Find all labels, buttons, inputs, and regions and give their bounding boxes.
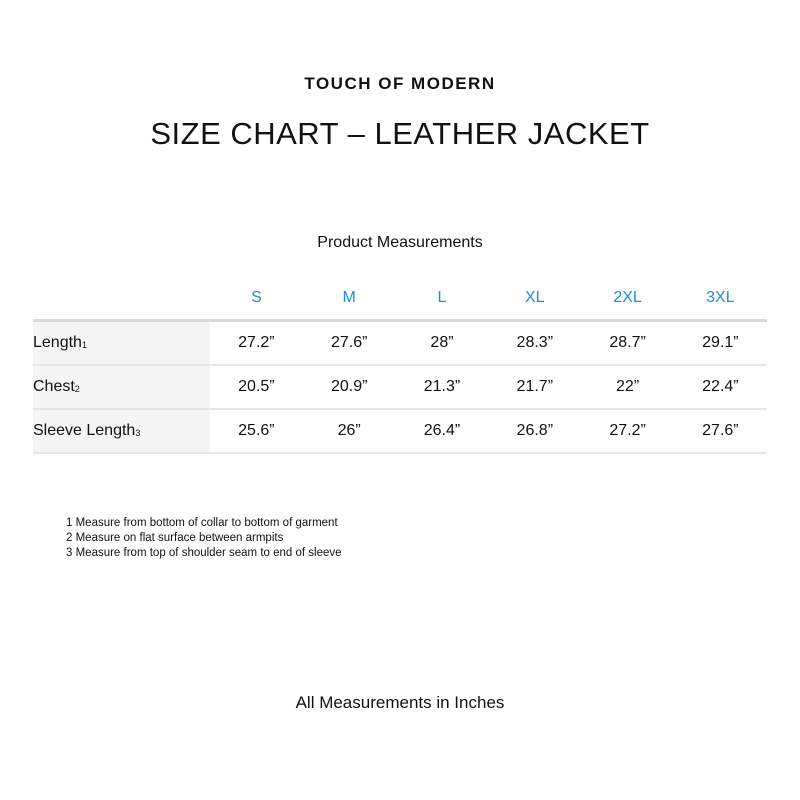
row-label: Sleeve Length 3 — [33, 410, 210, 452]
table-row: Length 1 27.2” 27.6” 28” 28.3” 28.7” 29.1… — [33, 322, 767, 366]
footnote-marker: 1 — [81, 340, 87, 350]
table-row: Chest 2 20.5” 20.9” 21.3” 21.7” 22” 22.4” — [33, 366, 767, 410]
footnotes: 1 Measure from bottom of collar to botto… — [66, 516, 342, 561]
table-cell: 26.4” — [423, 422, 461, 439]
table-cell: 27.2” — [609, 422, 646, 439]
footnote-marker: 3 — [135, 428, 141, 438]
table-cell: 28.7” — [609, 334, 646, 351]
size-header: 3XL — [706, 288, 735, 306]
table-cell: 22.4” — [702, 378, 739, 395]
size-header: L — [437, 288, 447, 306]
table-cell: 21.3” — [423, 378, 461, 395]
header-label-spacer — [33, 276, 210, 319]
footnote: 2 Measure on flat surface between armpit… — [66, 532, 284, 544]
table-cell: 27.6” — [330, 334, 368, 351]
row-label-text: Length — [33, 334, 82, 351]
row-label-text: Sleeve Length — [33, 422, 136, 439]
row-label: Chest 2 — [33, 366, 210, 408]
footnote-marker: 2 — [74, 384, 80, 394]
size-header: M — [342, 288, 356, 306]
table-cell: 20.5” — [238, 378, 275, 395]
table-cell: 28” — [430, 334, 454, 351]
table-row: Sleeve Length 3 25.6” 26” 26.4” 26.8” 27.… — [33, 410, 767, 454]
table-cell: 28.3” — [516, 334, 554, 351]
row-label: Length 1 — [33, 322, 210, 364]
table-cell: 26” — [337, 422, 361, 439]
table-cell: 27.6” — [702, 422, 739, 439]
table-cell: 29.1” — [702, 334, 739, 351]
size-header-row: S M L XL 2XL 3XL — [33, 276, 767, 322]
size-table: S M L XL 2XL 3XL Length 1 27.2” 27.6” 28”… — [33, 276, 767, 454]
table-cell: 25.6” — [238, 422, 275, 439]
size-header: XL — [525, 288, 545, 306]
table-cell: 26.8” — [516, 422, 554, 439]
brand-logo: TOUCH OF MODERN — [304, 74, 496, 93]
row-label-text: Chest — [33, 378, 75, 395]
units-note: All Measurements in Inches — [295, 693, 505, 712]
page-title: SIZE CHART – LEATHER JACKET — [150, 116, 650, 151]
size-header: 2XL — [613, 288, 642, 306]
table-cell: 22” — [616, 378, 640, 395]
footnote: 1 Measure from bottom of collar to botto… — [66, 517, 338, 529]
footnote: 3 Measure from top of shoulder seam to e… — [66, 547, 342, 559]
size-header: S — [251, 288, 262, 306]
table-cell: 27.2” — [238, 334, 275, 351]
table-caption: Product Measurements — [317, 234, 483, 251]
table-cell: 21.7” — [516, 378, 554, 395]
table-cell: 20.9” — [330, 378, 368, 395]
